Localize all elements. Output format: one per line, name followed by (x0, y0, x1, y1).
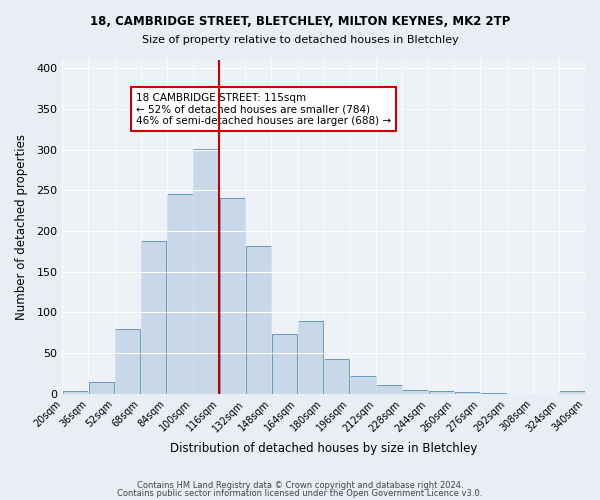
Bar (245, 246, 271, 394)
Bar (115, 328, 140, 394)
Text: Size of property relative to detached houses in Bletchley: Size of property relative to detached ho… (142, 35, 458, 45)
Bar (481, 393, 506, 394)
Bar (403, 390, 428, 394)
X-axis label: Distribution of detached houses by size in Bletchley: Distribution of detached houses by size … (170, 442, 478, 455)
Text: 18, CAMBRIDGE STREET, BLETCHLEY, MILTON KEYNES, MK2 2TP: 18, CAMBRIDGE STREET, BLETCHLEY, MILTON … (90, 15, 510, 28)
Text: Contains HM Land Registry data © Crown copyright and database right 2024.: Contains HM Land Registry data © Crown c… (137, 481, 463, 490)
Bar (455, 392, 480, 394)
Text: Contains public sector information licensed under the Open Government Licence v3: Contains public sector information licen… (118, 488, 482, 498)
Bar (220, 198, 245, 394)
Bar (324, 359, 349, 394)
Bar (167, 194, 193, 394)
Bar (193, 149, 219, 394)
Bar (298, 320, 323, 394)
Bar (89, 382, 114, 394)
Bar (376, 385, 401, 394)
Bar (272, 334, 297, 394)
Bar (559, 392, 584, 394)
Bar (350, 376, 376, 394)
Text: 18 CAMBRIDGE STREET: 115sqm
← 52% of detached houses are smaller (784)
46% of se: 18 CAMBRIDGE STREET: 115sqm ← 52% of det… (136, 92, 391, 126)
Bar (428, 390, 454, 394)
Bar (141, 241, 166, 394)
Y-axis label: Number of detached properties: Number of detached properties (15, 134, 28, 320)
Bar (63, 392, 88, 394)
